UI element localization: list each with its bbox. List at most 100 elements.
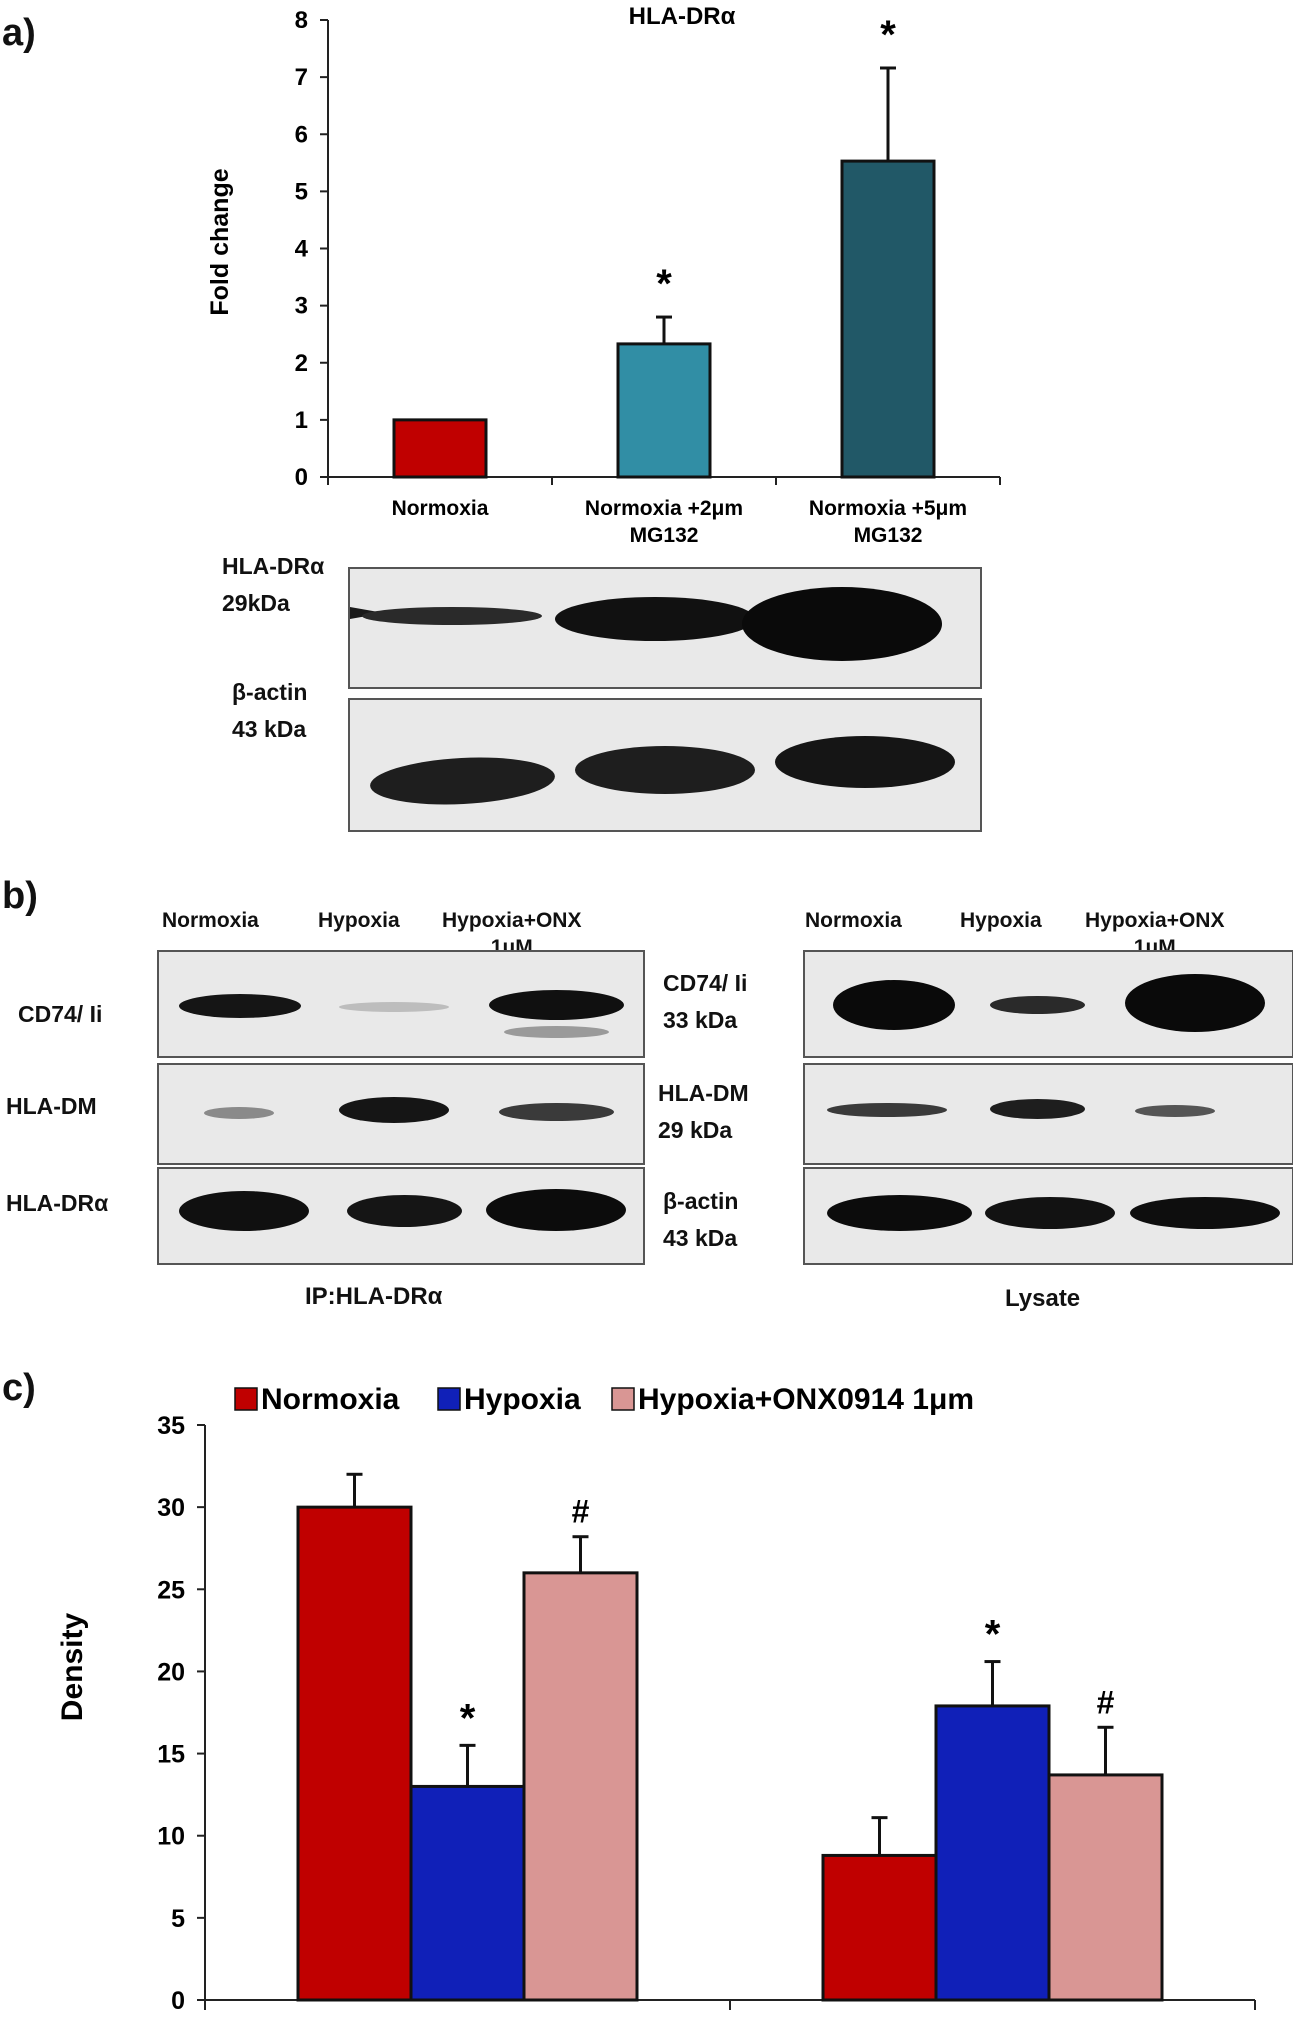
lysate-row-label-hla-dm: HLA-DM 29 kDa [658,1075,749,1149]
ip-caption: IP:HLA-DRα [305,1283,443,1310]
lysate-row-cd74-name: CD74/ Ii [663,970,748,996]
y-tick-label: 20 [157,1658,185,1686]
legend-swatch [437,1387,461,1411]
significance-label: * [460,1696,476,1740]
band [742,587,942,661]
lysate-row-hla-dm-size: 29 kDa [658,1117,733,1143]
significance-label: # [1097,1684,1115,1720]
blot-a-row1-name: HLA-DRα [222,553,325,579]
significance-label: # [572,1494,590,1530]
bar [296,1505,413,2002]
y-tick-label: 15 [157,1741,185,1769]
legend-label: Hypoxia [464,1383,581,1416]
chart-a-title: HLA-DRα [629,3,736,30]
band [339,1002,449,1012]
band [990,1099,1085,1119]
band [833,980,955,1030]
band [368,753,557,809]
density-bar-chart: Normoxia Hypoxia Hypoxia+ONX0914 1μm Densi… [56,1383,1256,2020]
bar [821,1853,938,2002]
y-tick-label: 4 [295,236,309,263]
x-tick-label: Normoxia +5μm [809,497,967,520]
blot-a-row1-size: 29kDa [222,590,290,616]
y-tick-label: 30 [157,1494,185,1522]
x-tick-label: MG132 [630,524,699,547]
y-tick-label: 5 [295,178,308,205]
y-tick-label: 3 [295,293,308,320]
band [555,597,755,641]
blot-ip-hla-dm [157,1063,645,1165]
band [499,1103,614,1121]
bar [409,1784,526,2002]
legend-label: Hypoxia+ONX0914 1μm [638,1383,974,1416]
ip-row-label-hla-dra: HLA-DRα [6,1190,109,1216]
y-tick-label: 0 [295,464,308,491]
fold-change-bar-chart: HLA-DRα Fold change 0 1 2 3 4 5 6 7 8 Normoxia * N… [206,3,1001,547]
band [486,1189,626,1231]
band [575,746,755,794]
blot-a-hla-dra [348,567,982,689]
lysate-row-label-cd74: CD74/ Ii 33 kDa [663,965,747,1039]
significance-label: * [985,1613,1001,1657]
chart-c-ylabel: Density [56,1613,89,1722]
x-tick-label: Normoxia +2μm [585,497,743,520]
bar [840,159,936,479]
y-tick-label: 2 [295,350,308,377]
lysate-row-label-beta-actin: β-actin 43 kDa [663,1183,738,1257]
x-tick-label: Antigen unloaded HLA-DRα [296,2018,638,2020]
y-tick-label: 6 [295,121,308,148]
bar [934,1704,1051,2002]
chart-c-marks: * # Antigen unloaded HLA-DRα * # Antigen Load… [296,1472,1164,2020]
band [179,1191,309,1231]
ip-lane-normoxia: Normoxia [162,909,259,932]
y-tick-label: 7 [295,64,308,91]
blot-a-row2-name: β-actin [232,679,308,705]
lysate-caption: Lysate [1005,1285,1081,1312]
legend-swatch [611,1387,635,1411]
band [775,736,955,788]
band [489,990,624,1020]
y-tick-label: 35 [157,1412,185,1440]
legend-swatch [234,1387,258,1411]
x-tick-label: Normoxia [392,497,489,520]
band [179,994,301,1018]
blot-ip-cd74 [157,950,645,1058]
chart-c-legend: Normoxia Hypoxia Hypoxia+ONX0914 1μm [234,1383,974,1416]
band [204,1107,274,1119]
blot-a-row2-label: β-actin 43 kDa [232,674,307,748]
band [985,1197,1115,1229]
band [827,1103,947,1117]
blot-a-row1-label: HLA-DRα 29kDa [222,548,324,622]
panel-c-label: c) [2,1367,36,1409]
band [1130,1197,1280,1229]
lysate-row-actin-name: β-actin [663,1188,739,1214]
ip-lane-hypoxia: Hypoxia [318,909,400,932]
band [504,1026,609,1038]
lysate-lane-normoxia: Normoxia [805,909,902,932]
lysate-row-actin-size: 43 kDa [663,1225,738,1251]
legend-label: Normoxia [261,1383,400,1416]
ip-row-label-cd74: CD74/ Ii [18,1001,103,1027]
y-tick-label: 8 [295,7,308,34]
x-tick-label: Antigen Loaded HLA-DRα [833,2018,1152,2020]
y-tick-label: 1 [295,407,308,434]
blot-ip-hla-dra [157,1167,645,1265]
significance-label: * [656,262,672,306]
band [339,1097,449,1123]
lysate-lane-hypoxia: Hypoxia [960,909,1042,932]
bar [616,342,712,479]
lysate-row-cd74-size: 33 kDa [663,1007,738,1033]
chart-a-ylabel: Fold change [206,168,234,315]
band [827,1195,972,1231]
panel-b-label: b) [2,875,38,917]
lysate-row-hla-dm-name: HLA-DM [658,1080,749,1106]
blot-a-row2-size: 43 kDa [232,716,307,742]
band [990,996,1085,1014]
chart-a-marks: Normoxia * Normoxia +2μm MG132 * Normoxia +5μ… [392,13,968,547]
band [1125,974,1265,1032]
band [362,607,542,625]
panel-a-label: a) [2,12,36,54]
y-tick-label: 25 [157,1576,185,1604]
blot-lysate-cd74 [803,950,1293,1058]
blot-a-beta-actin [348,698,982,832]
